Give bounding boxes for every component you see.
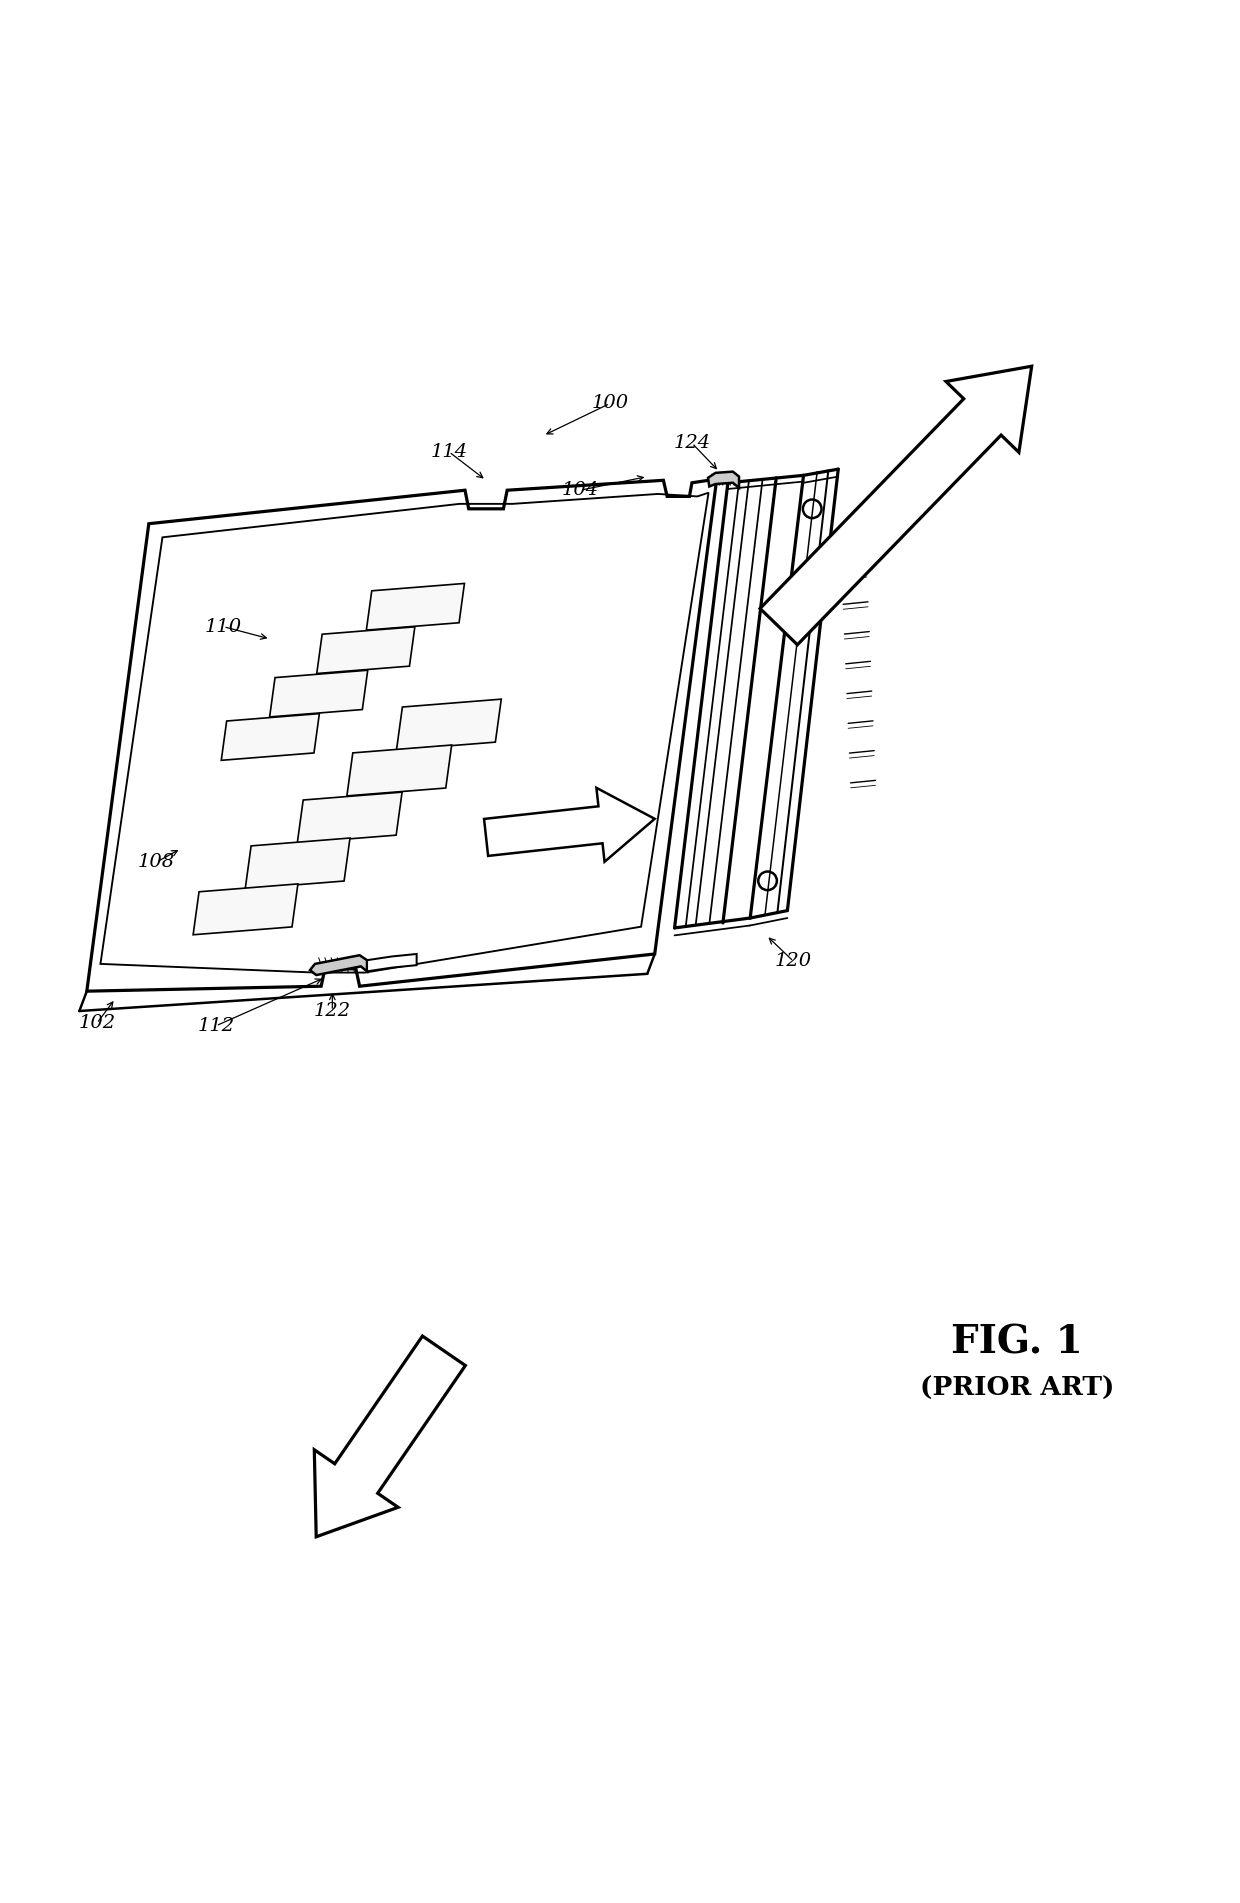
Text: 122: 122	[314, 1003, 351, 1020]
Polygon shape	[193, 883, 298, 934]
Text: 100: 100	[591, 394, 629, 413]
Polygon shape	[310, 955, 367, 974]
Text: 104: 104	[562, 481, 599, 499]
Polygon shape	[484, 788, 655, 862]
Text: 114: 114	[430, 443, 467, 461]
Text: (PRIOR ART): (PRIOR ART)	[920, 1376, 1114, 1401]
Polygon shape	[246, 837, 350, 889]
Polygon shape	[760, 365, 1032, 645]
Text: 124: 124	[673, 434, 711, 453]
Polygon shape	[397, 698, 501, 750]
Polygon shape	[347, 746, 451, 795]
Polygon shape	[221, 714, 320, 761]
Polygon shape	[316, 626, 415, 674]
Polygon shape	[87, 480, 717, 991]
Text: 112: 112	[197, 1016, 234, 1035]
Polygon shape	[269, 670, 368, 717]
Text: 102: 102	[78, 1014, 115, 1033]
Text: FIG. 1: FIG. 1	[951, 1323, 1083, 1361]
Text: 120: 120	[775, 952, 812, 971]
Polygon shape	[367, 953, 417, 971]
Polygon shape	[708, 472, 739, 487]
Polygon shape	[366, 584, 465, 630]
Polygon shape	[298, 792, 402, 843]
Polygon shape	[314, 1336, 465, 1538]
Text: 110: 110	[205, 618, 242, 636]
Text: 108: 108	[138, 853, 175, 872]
